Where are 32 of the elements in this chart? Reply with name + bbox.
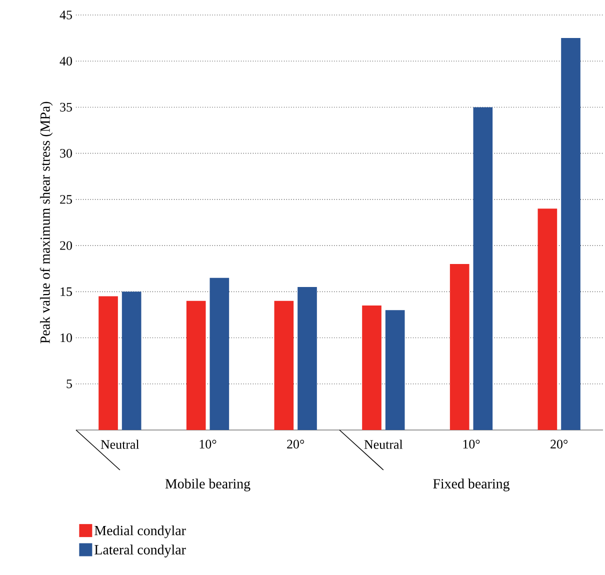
x-tick-label: 10° <box>200 440 216 449</box>
bar <box>385 310 405 430</box>
bar <box>210 278 230 430</box>
x-tick-label: Neutral <box>364 440 403 449</box>
bar <box>473 107 493 430</box>
y-tick-label: 5 <box>66 380 72 388</box>
text: Mobile bearing <box>165 478 250 492</box>
y-tick-label: 35 <box>60 102 72 112</box>
legend-label: Medial condylar <box>94 525 186 538</box>
y-tick-label: 45 <box>60 10 72 20</box>
x-tick-label: 20° <box>287 440 304 449</box>
legend-label: Lateral condylar <box>94 544 186 558</box>
bar <box>186 300 206 430</box>
y-tick-label: 30 <box>60 148 72 158</box>
bar <box>98 296 118 430</box>
x-tick-label: 10° <box>463 440 480 449</box>
bar <box>298 287 317 430</box>
bar <box>538 208 558 430</box>
bar <box>561 38 580 430</box>
y-axis-title: Peak value of maximum shear stress (MPa) <box>40 102 53 344</box>
text: Fixed bearing <box>433 478 510 492</box>
y-tick-label: 20 <box>60 241 72 250</box>
bar <box>274 300 294 430</box>
bar <box>450 264 470 430</box>
bar <box>122 292 142 430</box>
x-tick-label: Neutral <box>100 440 140 449</box>
x-tick-label: 20° <box>550 440 568 449</box>
y-tick-label: 10 <box>60 333 72 342</box>
bar <box>362 306 382 430</box>
y-tick-label: 25 <box>60 195 72 204</box>
y-tick-label: 15 <box>60 287 72 296</box>
y-tick-label: 40 <box>60 56 72 66</box>
